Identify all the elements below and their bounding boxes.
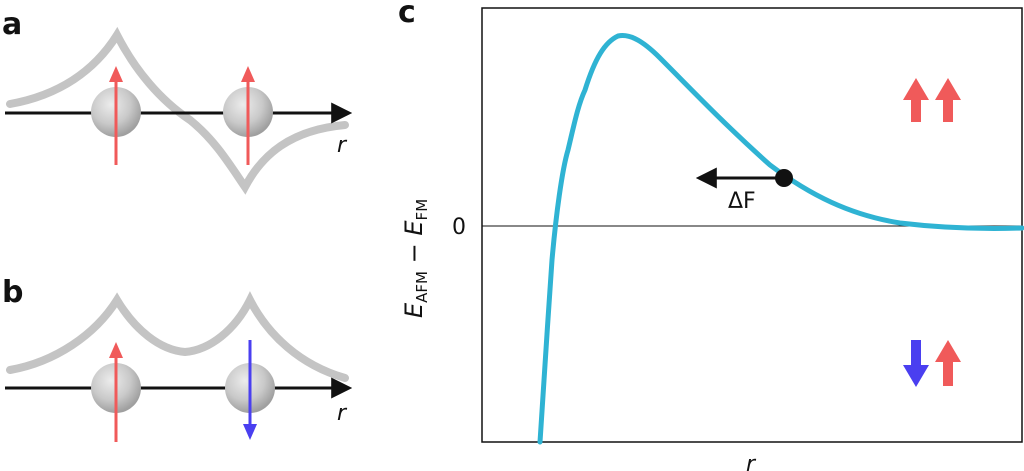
x-axis-label-r: r	[746, 452, 757, 471]
panel-letter-a: a	[2, 7, 22, 42]
plot-frame	[481, 7, 1023, 443]
ferromagnetic-spin-pair	[903, 78, 961, 122]
spin-up-arrow-icon	[109, 342, 123, 442]
spin-up-arrow-icon	[109, 66, 123, 165]
axis-label-r-a: r	[337, 133, 348, 158]
force-label: ΔF	[728, 189, 756, 214]
axis-label-r-b: r	[337, 401, 348, 426]
y-label-dash: −	[400, 236, 428, 271]
y-label-e2: E	[400, 220, 428, 236]
spin-up-arrow-icon	[241, 66, 255, 165]
potential-curve-a	[6, 26, 349, 195]
spin-up-arrow-icon	[935, 78, 961, 122]
y-axis-label: EAFM − EFM	[400, 199, 431, 318]
potential-curve-b	[6, 291, 349, 382]
energy-curve	[537, 33, 1024, 445]
panel-letter-b: b	[2, 275, 23, 310]
y-label-sub2: FM	[413, 199, 431, 221]
state-point	[775, 169, 793, 187]
panel-letter-c: c	[398, 0, 416, 30]
panel-b: b r	[2, 275, 353, 442]
y-label-sub1: AFM	[413, 271, 431, 303]
spin-down-arrow-icon	[243, 340, 257, 440]
spin-up-arrow-icon	[935, 340, 961, 386]
antiferromagnetic-spin-pair	[903, 340, 961, 387]
y-label-e1: E	[400, 302, 428, 318]
zero-tick-label: 0	[452, 215, 466, 240]
panel-c: c 0 EAFM − EFM ΔF r	[398, 0, 1024, 471]
panel-a: a r	[2, 7, 353, 195]
spin-down-arrow-icon	[903, 340, 929, 387]
spin-up-arrow-icon	[903, 78, 929, 122]
